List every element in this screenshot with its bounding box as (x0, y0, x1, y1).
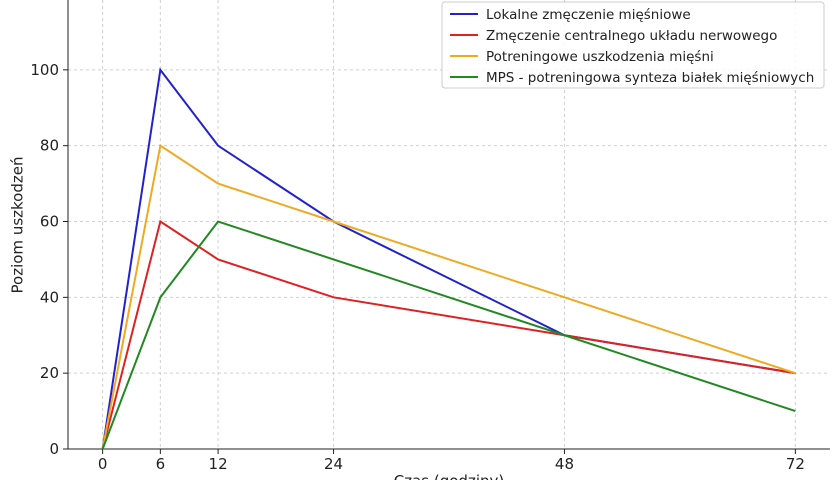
y-tick-label: 120 (30, 0, 59, 3)
y-tick-label: 40 (40, 288, 59, 306)
x-tick-label: 0 (98, 455, 108, 473)
legend-label: MPS - potreningowa synteza białek mięśni… (486, 70, 814, 86)
legend-label: Potreningowe uszkodzenia mięśni (486, 49, 714, 65)
x-tick-label: 72 (786, 455, 805, 473)
data-line (101, 144, 796, 450)
y-tick-label: 20 (40, 364, 59, 382)
legend-label: Lokalne zmęczenie mięśniowe (486, 7, 691, 23)
legend-box (441, 1, 825, 89)
data-line (101, 220, 796, 450)
x-axis-label: Czas (godziny) (394, 472, 504, 480)
y-tick-label: 0 (49, 440, 59, 458)
y-tick-label: 80 (40, 137, 59, 155)
legend-label: Zmęczenie centralnego układu nerwowego (486, 28, 777, 44)
x-tick-label: 6 (156, 455, 166, 473)
data-line (101, 219, 796, 450)
legend: Lokalne zmęczenie mięśniowe Zmęczenie cen… (441, 1, 825, 89)
x-tick-label: 12 (209, 455, 228, 473)
y-tick-label: 100 (30, 61, 59, 79)
y-tick-label: 60 (40, 213, 59, 231)
x-tick-label: 24 (324, 455, 343, 473)
x-tick-label: 48 (555, 455, 574, 473)
y-axis-label: Poziom uszkodzeń (9, 157, 27, 294)
